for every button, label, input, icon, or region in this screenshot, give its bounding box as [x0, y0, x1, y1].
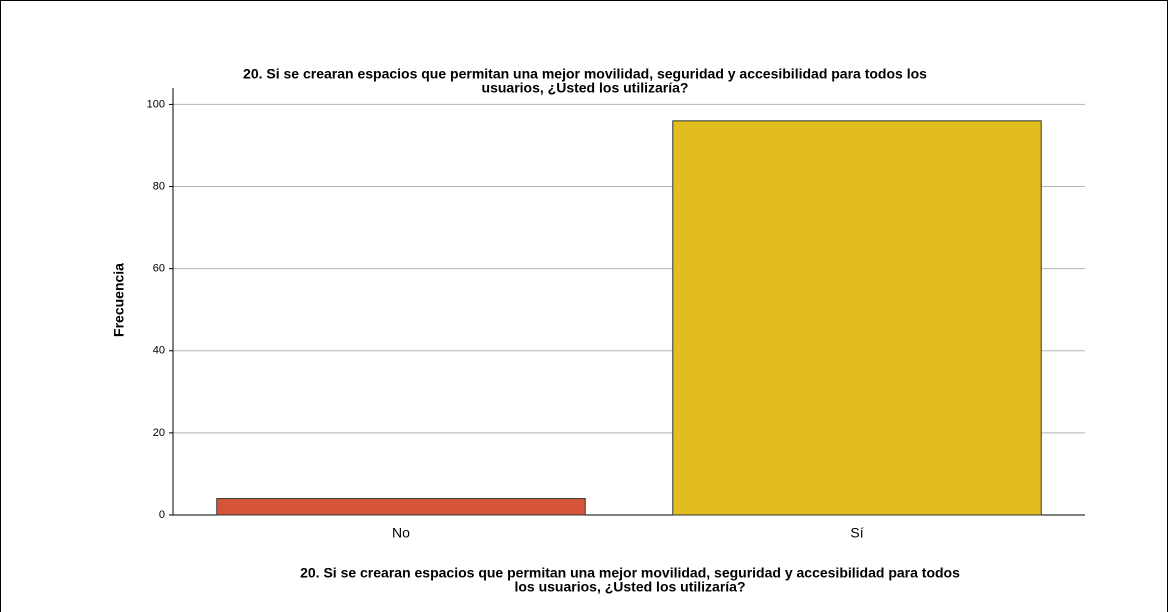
y-axis-label: Frecuencia — [111, 263, 127, 337]
y-tick-label: 40 — [153, 345, 165, 357]
chart-title: usuarios, ¿Usted los utilizaría? — [482, 80, 689, 96]
x-tick-label: Sí — [850, 525, 863, 541]
y-tick-label: 20 — [153, 427, 165, 439]
x-axis-label: los usuarios, ¿Usted los utilizaría? — [514, 579, 745, 595]
chart-title: 20. Si se crearan espacios que permitan … — [243, 66, 927, 82]
y-tick-label: 80 — [153, 180, 165, 192]
y-tick-label: 0 — [159, 509, 165, 521]
x-axis-label: 20. Si se crearan espacios que permitan … — [300, 565, 960, 581]
bar — [672, 120, 1042, 516]
y-tick-label: 100 — [147, 98, 165, 110]
y-tick-label: 60 — [153, 263, 165, 275]
bar — [216, 498, 586, 516]
x-tick-label: No — [392, 525, 410, 541]
